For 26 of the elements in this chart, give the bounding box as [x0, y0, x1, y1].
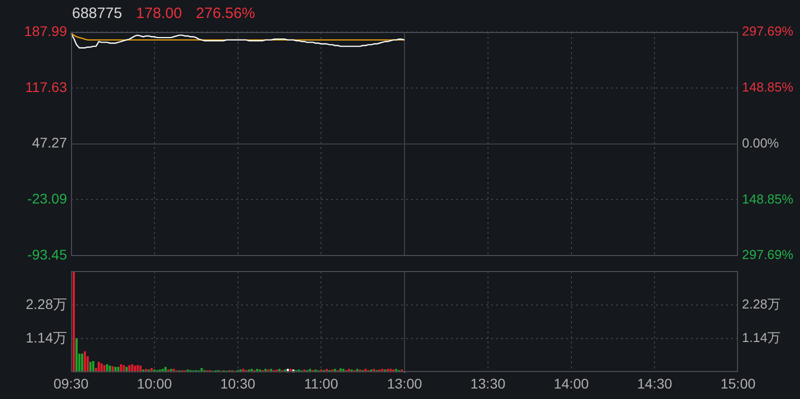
x-tick-label: 14:30	[637, 375, 672, 392]
x-tick-label: 13:30	[470, 375, 506, 392]
x-tick-label: 11:00	[304, 375, 338, 392]
y2-tick-label: 1.14万	[742, 330, 780, 346]
text: 276.56%	[196, 5, 256, 22]
x-tick-label: 10:00	[136, 375, 172, 392]
y-tick-label: 117.63	[25, 78, 68, 95]
y2-tick-label: 297.69%	[742, 247, 794, 262]
y-tick-label: -93.45	[27, 246, 68, 262]
y2-tick-label: 2.28万	[742, 296, 780, 312]
x-tick-label: 10:30	[220, 375, 256, 392]
y2-tick-label: 148.85%	[742, 79, 794, 94]
y-tick-label: -23.09	[27, 190, 68, 207]
x-tick-label: 13:00	[386, 375, 422, 392]
x-tick-label: 09:30	[53, 375, 89, 392]
x-tick-label: 15:00	[720, 375, 756, 392]
chart-title: 688775	[72, 5, 122, 22]
y-tick-label: 1.14万	[26, 329, 67, 346]
y2-tick-label: 297.69%	[742, 24, 794, 39]
x-tick-label: 14:00	[554, 375, 589, 392]
y-tick-label: 187.99	[24, 22, 68, 39]
text: 178.00	[136, 5, 182, 22]
y-tick-label: 47.27	[32, 134, 68, 151]
y-tick-label: 2.28万	[26, 296, 67, 312]
y2-tick-label: 148.85%	[742, 191, 794, 206]
y2-tick-label: 0.00%	[742, 135, 780, 150]
